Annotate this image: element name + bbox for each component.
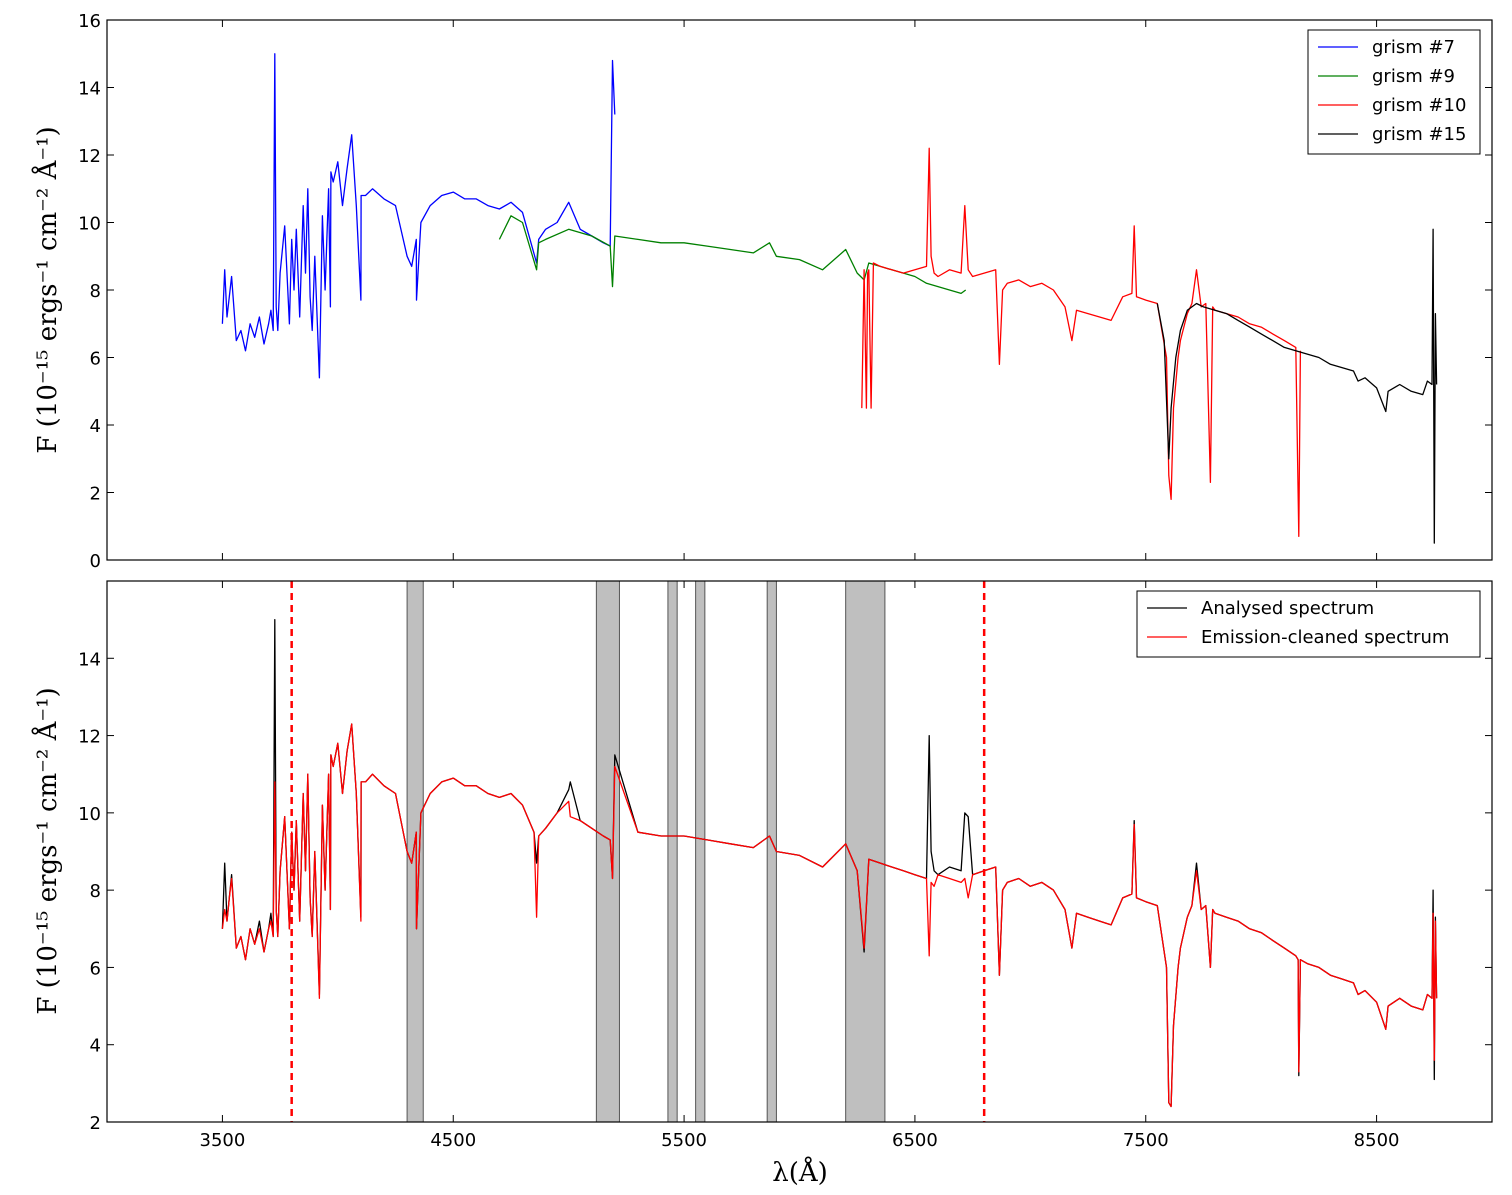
top-ticks-group: 0 2 4 6 8 10 12 14 16 [78, 11, 1492, 572]
top-ytick-label-8: 14 [78, 79, 101, 100]
bottom-ytick-label-5: 10 [78, 804, 101, 825]
bottom-series-group [221, 618, 1438, 1108]
bottom-plot-frame [107, 581, 1492, 1122]
bottom-legend: Analysed spectrum Emission-cleaned spectr… [1136, 590, 1481, 658]
top-legend-box [1307, 29, 1481, 155]
top-ytick-label-5: 8 [90, 281, 101, 302]
bottom-ytick-label-4: 8 [90, 881, 101, 902]
bottom-xtick-label-5: 7500 [1123, 1130, 1169, 1151]
masked-band-6 [845, 580, 886, 1123]
top-ytick-label-7: 12 [78, 146, 101, 167]
top-series-group [221, 53, 1438, 544]
bottom-xtick-label-1: 3500 [200, 1130, 246, 1151]
masked-band-5 [766, 580, 777, 1123]
bottom-xtick-label-3: 5500 [661, 1130, 707, 1151]
bottom-ytick-label-7: 14 [78, 649, 101, 670]
top-ytick-label-2: 2 [90, 484, 101, 505]
masked-band-1 [406, 580, 424, 1123]
bottom-y-axis-label: F (10⁻¹⁵ ergs⁻¹ cm⁻² Å⁻¹) [31, 687, 63, 1014]
bottom-legend-label-1: Analysed spectrum [1201, 598, 1374, 619]
top-y-axis-label: F (10⁻¹⁵ ergs⁻¹ cm⁻² Å⁻¹) [31, 126, 63, 453]
masked-bands-group [406, 580, 886, 1123]
top-series-line-2 [498, 215, 967, 295]
bottom-ytick-label-3: 6 [90, 958, 101, 979]
marker-lines-group [290, 581, 986, 1122]
bottom-ytick-label-2: 4 [90, 1036, 101, 1057]
top-ytick-label-6: 10 [78, 214, 101, 235]
top-ytick-label-1: 0 [90, 551, 101, 572]
masked-band-4 [695, 580, 706, 1123]
bottom-series-line-2 [221, 723, 1438, 1108]
top-series-line-4 [1156, 228, 1438, 544]
bottom-plot-border [106, 580, 1493, 1123]
top-ytick-label-9: 16 [78, 11, 101, 32]
x-axis-label: λ(Å) [772, 1156, 828, 1188]
bottom-ticks-group: 3500 4500 5500 6500 7500 8500 2 4 6 8 10 12 14 [78, 581, 1492, 1151]
top-legend-label-3: grism #10 [1372, 95, 1466, 116]
top-legend-label-1: grism #7 [1372, 37, 1455, 58]
top-series-line-1 [221, 53, 616, 379]
bottom-legend-label-2: Emission-cleaned spectrum [1201, 627, 1449, 648]
top-legend-label-2: grism #9 [1372, 66, 1455, 87]
top-ytick-label-4: 6 [90, 349, 101, 370]
top-legend-label-4: grism #15 [1372, 124, 1466, 145]
top-series-line-3 [861, 147, 1302, 538]
bottom-panel: 3500 4500 5500 6500 7500 8500 2 4 6 8 10 12 14 F (10… [31, 580, 1493, 1188]
bottom-legend-box [1136, 590, 1481, 658]
bottom-ytick-label-6: 12 [78, 727, 101, 748]
top-legend: grism #7 grism #9 grism #10 grism #15 [1307, 29, 1481, 155]
bottom-ytick-label-1: 2 [90, 1113, 101, 1134]
masked-band-2 [595, 580, 620, 1123]
bottom-xtick-label-4: 6500 [892, 1130, 938, 1151]
bottom-xtick-label-6: 8500 [1354, 1130, 1400, 1151]
top-plot-frame [107, 20, 1492, 560]
top-ytick-label-3: 4 [90, 416, 101, 437]
bottom-xtick-label-2: 4500 [430, 1130, 476, 1151]
masked-band-3 [667, 580, 678, 1123]
